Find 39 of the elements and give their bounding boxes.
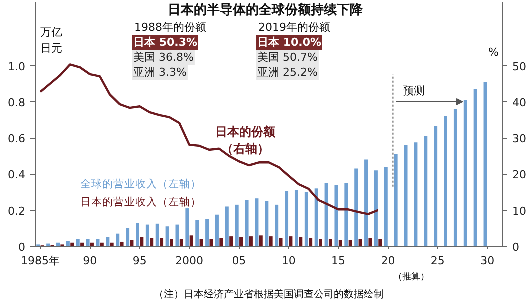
text: 全球的营业收入（左轴） — [80, 178, 202, 190]
annotation: 2019年的份额 — [258, 21, 331, 34]
x-tick-label: 30 — [480, 254, 495, 268]
x-tick-label: 1985年 — [20, 254, 60, 268]
x-tick-label: 2000 — [176, 254, 204, 268]
y-axis-title: 万亿日元 — [40, 26, 62, 55]
ref-line-label: 预测 — [403, 84, 426, 98]
x-tick-label: 20 — [381, 254, 396, 268]
annotation: 美国 36.8% — [134, 51, 194, 64]
y2-tick-label: 0 — [512, 241, 520, 254]
y2-axis-title: % — [488, 46, 499, 59]
x-tick-label: 25 — [430, 254, 445, 268]
y2-tick-label: 50 — [512, 60, 526, 74]
y2-tick-label: 40 — [512, 96, 526, 110]
y2-tick-label: 30 — [512, 132, 526, 146]
annotation: 亚洲 25.2% — [258, 66, 318, 79]
text: （注）日本经济产业省根据美国调查公司的数据绘制 — [154, 288, 384, 300]
y2-tick-label: 10 — [512, 204, 526, 218]
x-tick-label: 15 — [332, 254, 346, 268]
y-tick-label: 0.2 — [8, 204, 26, 218]
annotation: 1988年的份额 — [134, 21, 207, 34]
y-tick-label: 0 — [18, 241, 26, 254]
annotation: 日本 10.0% — [258, 36, 322, 49]
x-tick-label: 05 — [232, 254, 246, 268]
chart-title: 日本的半导体的全球份额持续下降 — [168, 2, 364, 18]
y-tick-label: 0.4 — [8, 168, 26, 182]
y2-tick-label: 20 — [512, 168, 526, 182]
y-tick-label: 1.0 — [8, 60, 26, 74]
text: （推算） — [394, 272, 430, 282]
y-tick-label: 0.6 — [8, 132, 26, 146]
x-tick-label: 95 — [132, 254, 147, 268]
text: 日本的营业收入（左轴） — [80, 196, 202, 208]
series-label: 日本的份额（右轴） — [216, 125, 276, 156]
y-tick-label: 0.8 — [8, 96, 26, 110]
x-tick-label: 10 — [282, 254, 296, 268]
annotation: 亚洲 3.3% — [134, 66, 187, 79]
annotation: 美国 50.7% — [258, 51, 318, 64]
annotation: 日本 50.3% — [134, 36, 198, 49]
x-tick-label: 90 — [83, 254, 98, 268]
